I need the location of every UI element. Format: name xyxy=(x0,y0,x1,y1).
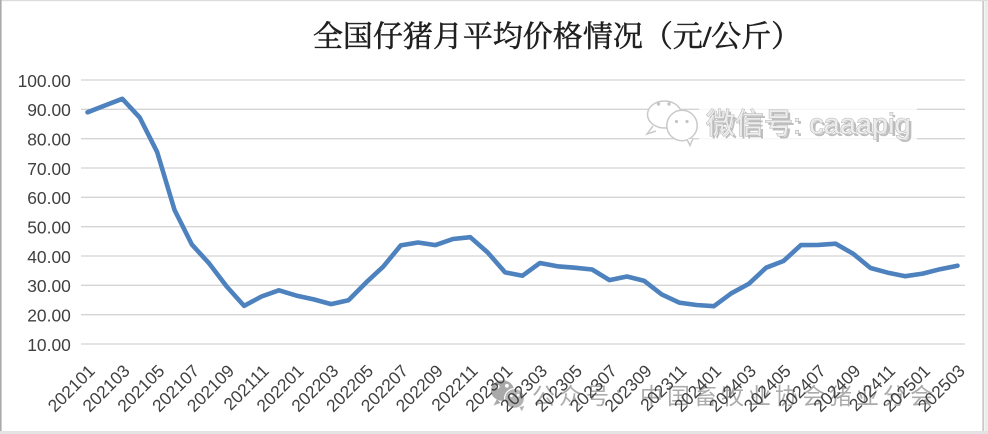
svg-text:公众号：中国畜牧业协会猪业分会: 公众号：中国畜牧业协会猪业分会 xyxy=(532,383,937,409)
svg-text:微信号: caaapig: 微信号: caaapig xyxy=(706,108,911,141)
svg-text:80.00: 80.00 xyxy=(27,130,71,150)
svg-text:微信号: caaapig: 微信号: caaapig xyxy=(709,110,914,143)
svg-text:全国仔猪月平均价格情况（元/公斤）: 全国仔猪月平均价格情况（元/公斤） xyxy=(313,21,801,54)
svg-text:30.00: 30.00 xyxy=(27,276,71,296)
svg-text:70.00: 70.00 xyxy=(27,159,71,179)
svg-text:40.00: 40.00 xyxy=(27,247,71,267)
svg-text:50.00: 50.00 xyxy=(27,218,71,238)
svg-text:20.00: 20.00 xyxy=(27,306,71,326)
svg-text:100.00: 100.00 xyxy=(18,71,71,91)
svg-text:10.00: 10.00 xyxy=(27,335,71,355)
svg-text:60.00: 60.00 xyxy=(27,188,71,208)
svg-text:90.00: 90.00 xyxy=(27,100,71,120)
